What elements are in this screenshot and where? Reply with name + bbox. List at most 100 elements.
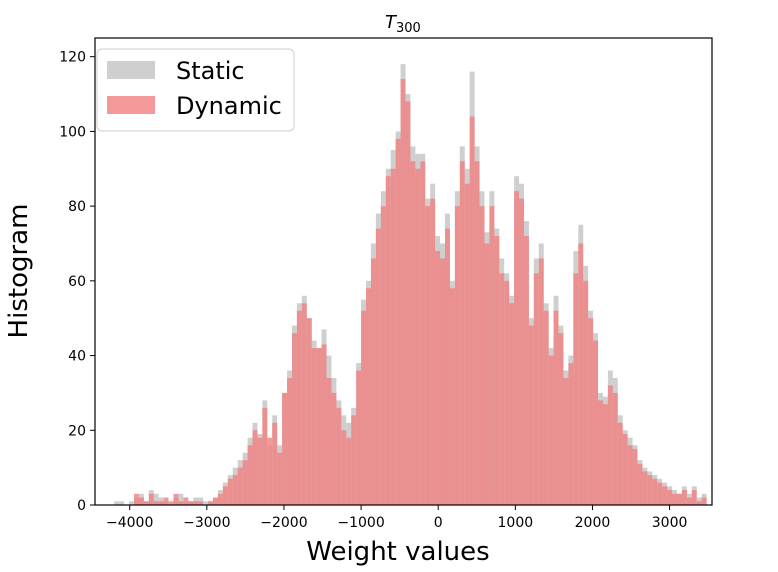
dynamic-bar [168,501,174,505]
dynamic-bar [514,191,520,505]
dynamic-bar [469,116,475,506]
dynamic-bar [440,258,445,505]
dynamic-bar [326,377,332,505]
static-bar [153,493,159,505]
dynamic-bar [617,422,623,505]
dynamic-bar [558,333,564,505]
legend-swatch-static [107,61,155,79]
dynamic-bar [686,497,692,505]
static-bar [119,501,125,505]
dynamic-bar [519,198,524,505]
static-bar [178,493,184,505]
dynamic-bar [331,392,337,505]
dynamic-bar [637,463,643,505]
dynamic-bar [415,168,421,505]
dynamic-bar [622,434,628,505]
dynamic-bar [672,493,677,505]
chart-title-subscript: 300 [396,21,421,36]
dynamic-bar [158,501,164,505]
dynamic-bar [528,325,534,505]
dynamic-bar [454,206,460,505]
dynamic-bar [553,310,559,505]
dynamic-bar [227,478,233,505]
dynamic-bar [222,486,228,505]
dynamic-bar [662,486,668,505]
dynamic-bar [375,228,381,506]
dynamic-bar [701,497,707,505]
dynamic-bar [578,243,584,506]
dynamic-bar [287,377,292,505]
legend-swatch-dynamic [107,96,155,114]
static-bar [203,501,209,505]
dynamic-bar [563,377,569,505]
dynamic-bar [657,482,663,505]
dynamic-bar [435,250,441,505]
dynamic-bar [306,318,312,505]
dynamic-bar [489,206,495,505]
dynamic-bar [681,490,687,505]
dynamic-bar [213,497,218,505]
dynamic-bar [267,437,273,505]
dynamic-bar [247,445,253,505]
dynamic-bar [336,407,342,505]
dynamic-bar [691,490,697,505]
dynamic-bar [138,497,144,505]
dynamic-bar [420,161,426,506]
y-tick-label: 60 [68,274,86,290]
x-tick-label: 1000 [498,515,534,531]
dynamic-bar [370,258,376,505]
dynamic-bar [533,273,539,505]
dynamic-bar [499,273,505,505]
dynamic-bar [612,392,618,505]
dynamic-bar [321,344,327,505]
dynamic-bar [667,490,673,505]
dynamic-bar [676,493,682,505]
dynamic-bar [252,430,258,505]
chart-title: T300 [385,12,421,36]
dynamic-bar [647,475,653,505]
dynamic-bar [217,493,223,505]
dynamic-bar [296,310,302,505]
dynamic-bar [282,392,288,505]
dynamic-bar [405,101,411,505]
dynamic-bar [262,407,268,505]
y-tick-label: 100 [59,124,86,140]
dynamic-bar [400,79,406,505]
dynamic-bar [602,404,608,505]
dynamic-bar [593,340,599,505]
y-tick-label: 20 [68,423,86,439]
dynamic-bar [459,161,465,506]
x-axis-ticks: −4000 −3000 −2000 −1000 0 1000 2000 3000 [106,505,687,531]
dynamic-bar [627,445,633,505]
dynamic-bar [479,206,485,505]
dynamic-bar [380,206,386,505]
dynamic-bar [538,258,544,505]
x-tick-label: −2000 [260,515,307,531]
dynamic-bar [361,310,367,505]
dynamic-bar [366,288,371,505]
static-bar [114,501,120,505]
x-tick-label: −1000 [337,515,384,531]
dynamic-bar [311,348,317,505]
dynamic-bar [134,493,139,505]
dynamic-bar [444,228,450,506]
dynamic-bar [449,288,455,505]
dynamic-bar [652,478,658,505]
dynamic-bar [573,273,579,505]
dynamic-bar [272,422,278,505]
dynamic-bar [430,198,436,505]
dynamic-bar [464,183,470,505]
dynamic-bar [242,460,248,505]
dynamic-bar [568,363,574,505]
dynamic-bar [257,437,263,505]
dynamic-bar [390,168,396,505]
dynamic-bar [198,501,204,505]
dynamic-bar [523,236,529,505]
y-tick-label: 0 [77,498,86,514]
dynamic-bar [598,400,603,505]
x-axis-label: Weight values [306,537,489,567]
dynamic-bar [346,437,352,505]
dynamic-bar [583,280,589,505]
x-tick-label: −4000 [106,515,153,531]
